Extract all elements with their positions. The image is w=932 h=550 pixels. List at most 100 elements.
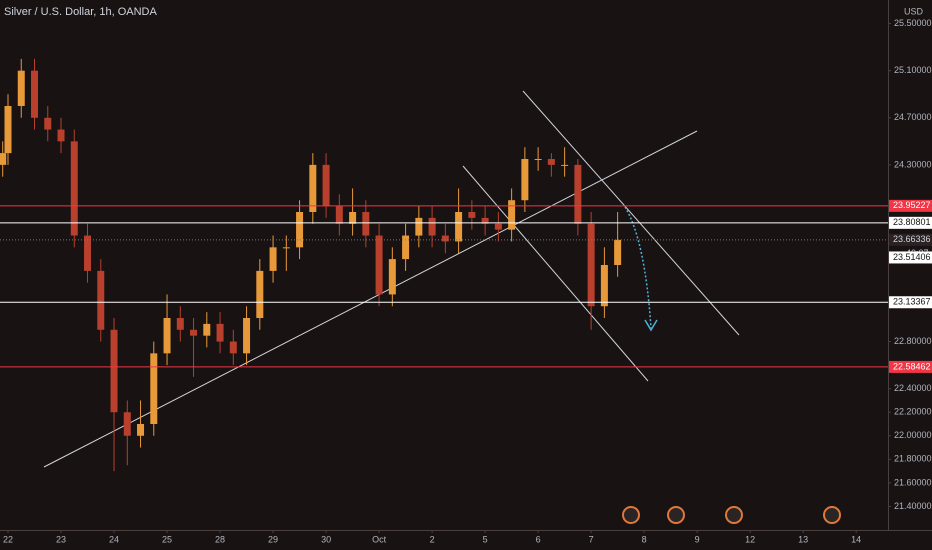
price-line-label: 23.80801 xyxy=(893,217,931,227)
event-icon[interactable] xyxy=(823,506,841,524)
forecast-arrow xyxy=(624,206,652,329)
candle-body xyxy=(335,206,343,224)
candle-body xyxy=(388,259,396,295)
candle-body xyxy=(296,212,304,248)
price-line-label-bg xyxy=(889,216,932,229)
event-icon[interactable] xyxy=(725,506,743,524)
candle-body xyxy=(229,341,237,354)
candle-body xyxy=(84,235,92,271)
channel-line xyxy=(462,165,649,382)
y-tick-label: 25.50000 xyxy=(894,18,932,28)
candle-body xyxy=(243,318,251,354)
candle-body xyxy=(190,329,198,336)
x-tick-label: 12 xyxy=(745,534,755,544)
x-tick-label: Oct xyxy=(372,534,387,544)
candle-body xyxy=(441,235,449,242)
price-line-label-bg xyxy=(889,360,932,373)
currency-label: USD xyxy=(904,6,924,16)
x-tick-label: 24 xyxy=(109,534,119,544)
x-tick-label: 22 xyxy=(3,534,13,544)
candle-body xyxy=(256,270,264,318)
candle-body xyxy=(362,212,370,236)
y-tick-label: 22.20000 xyxy=(894,407,932,417)
y-tick-label: 25.10000 xyxy=(894,65,932,75)
drawings xyxy=(0,58,740,472)
candle-body xyxy=(349,212,357,224)
y-tick-label: 21.40000 xyxy=(894,501,932,511)
candle-body xyxy=(561,164,569,166)
candle-body xyxy=(123,412,131,436)
candle-body xyxy=(415,217,423,236)
candle-body xyxy=(494,223,502,230)
candle-body xyxy=(574,164,582,224)
candle-body xyxy=(508,200,516,230)
channel-line xyxy=(522,90,740,336)
candle-body xyxy=(70,141,78,236)
y-tick-label: 22.00000 xyxy=(894,430,932,440)
candle-body xyxy=(309,164,317,212)
candle-body xyxy=(97,270,105,330)
x-tick-label: 29 xyxy=(268,534,278,544)
candle-body xyxy=(0,153,7,165)
events xyxy=(622,506,841,524)
candle-body xyxy=(269,247,277,271)
candle-body xyxy=(150,353,158,424)
candle-body xyxy=(534,159,542,160)
candle-body xyxy=(137,424,145,436)
x-tick-label: 28 xyxy=(215,534,225,544)
x-tick-label: 5 xyxy=(483,534,488,544)
y-tick-label: 21.60000 xyxy=(894,477,932,487)
candle-body xyxy=(163,318,171,354)
y-tick-label: 24.70000 xyxy=(894,112,932,122)
candle-body xyxy=(216,323,224,342)
y-tick-label: 24.30000 xyxy=(894,159,932,169)
candle-body xyxy=(481,217,489,224)
extra-price-label-bg xyxy=(889,251,932,264)
x-tick-label: 2 xyxy=(430,534,435,544)
x-tick-label: 13 xyxy=(798,534,808,544)
extra-price-label: 23.51406 xyxy=(893,252,931,262)
x-tick-label: 8 xyxy=(642,534,647,544)
current-price-label: 23.66336 xyxy=(893,234,931,244)
current-price-label-bg xyxy=(889,233,932,246)
price-line-label: 23.13367 xyxy=(893,297,931,307)
candle-body xyxy=(4,106,12,154)
candle-body xyxy=(547,159,555,165)
x-tick-label: 9 xyxy=(695,534,700,544)
event-icon[interactable] xyxy=(667,506,685,524)
candle-body xyxy=(322,164,330,207)
event-icon[interactable] xyxy=(622,506,640,524)
x-tick-label: 14 xyxy=(851,534,861,544)
candle-body xyxy=(282,247,290,249)
candle-body xyxy=(176,318,184,330)
price-line-label: 22.58462 xyxy=(893,361,931,371)
x-tick-label: 7 xyxy=(589,534,594,544)
y-tick-label: 22.40000 xyxy=(894,383,932,393)
y-tick-label: 21.80000 xyxy=(894,454,932,464)
candle-body xyxy=(455,212,463,242)
arrow-head xyxy=(644,319,658,332)
candle-body xyxy=(17,70,25,106)
x-tick-label: 25 xyxy=(162,534,172,544)
price-line-label: 23.95227 xyxy=(893,200,931,210)
candle-body xyxy=(468,212,476,218)
candle-body xyxy=(375,235,383,295)
candle-body xyxy=(110,329,118,413)
x-tick-label: 30 xyxy=(321,534,331,544)
candle-body xyxy=(31,70,39,118)
candle-body xyxy=(57,129,65,142)
candle-body xyxy=(587,223,595,307)
candle-body xyxy=(44,117,52,130)
price-line-label-bg xyxy=(889,296,932,309)
price-line-label-bg xyxy=(889,199,932,212)
y-tick-label: 22.80000 xyxy=(894,336,932,346)
candle-body xyxy=(402,235,410,260)
x-tick-label: 23 xyxy=(56,534,66,544)
candle-body xyxy=(614,239,622,265)
candle-body xyxy=(521,159,529,201)
candle-body xyxy=(600,265,608,307)
candle-body xyxy=(203,323,211,336)
